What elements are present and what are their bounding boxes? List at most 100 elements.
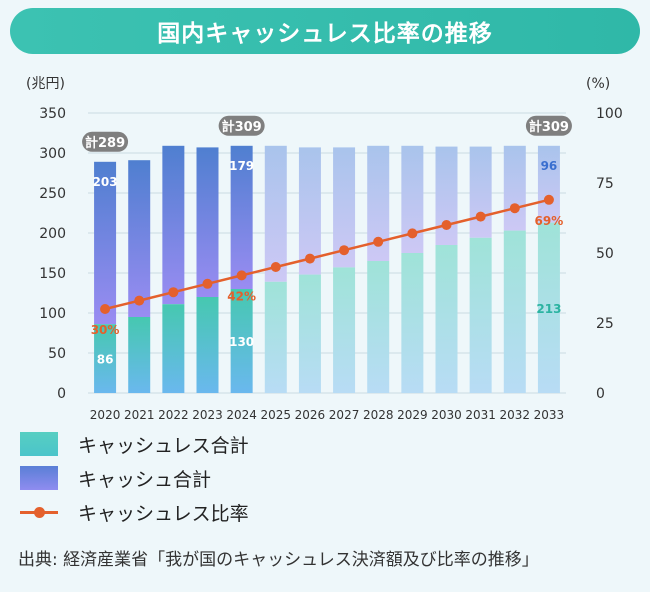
stacked-bar-line-chart: (兆円) (%) 0 50 100 150 200 250 300 350 0 25 50 75 100 20… (26, 76, 623, 422)
ratio-point-2026 (304, 253, 315, 264)
ratio-point-2023 (202, 278, 213, 289)
right-tick-label: 0 (596, 386, 605, 402)
label-cashless-2020: 86 (97, 353, 114, 367)
x-tick-label: 2021 (124, 408, 155, 422)
bar-cash-2027 (333, 147, 356, 268)
bar-cashless-2033 (537, 222, 560, 393)
total-label-2020: 計289 (85, 135, 125, 151)
ratio-point-2021 (134, 295, 145, 306)
x-tick-label: 2029 (397, 408, 428, 422)
bar-cash-2023 (196, 147, 219, 297)
total-callout-2033 (525, 115, 572, 136)
left-tick-label: 300 (39, 146, 66, 162)
label-cashless-2033: 213 (536, 302, 561, 316)
total-callout-2020 (82, 131, 129, 152)
total-label-2033: 計309 (529, 119, 569, 135)
legend: キャッシュレス合計 キャッシュ合計 キャッシュレス比率 (20, 427, 249, 529)
label-ratio-2033: 69% (535, 214, 564, 228)
bar-cashless-2023 (196, 297, 219, 393)
ratio-point-2030 (441, 220, 452, 230)
bar-cash-2020 (94, 161, 117, 325)
label-cashless-2024: 130 (229, 335, 254, 349)
left-tick-label: 50 (48, 346, 66, 362)
ratio-point-2025 (270, 262, 281, 272)
x-tick-label: 2020 (90, 408, 121, 422)
x-tick-label: 2033 (534, 408, 565, 422)
bar-cash-2021 (128, 160, 151, 317)
bar-cashless-2028 (367, 261, 390, 393)
left-tick-label: 150 (39, 266, 66, 282)
label-cash-2024: 179 (229, 159, 254, 173)
legend-item-ratio: キャッシュレス比率 (20, 495, 249, 529)
x-tick-label: 2023 (192, 408, 223, 422)
cash-swatch (20, 466, 58, 490)
ratio-point-2020 (100, 304, 111, 314)
ratio-point-2029 (407, 228, 418, 239)
x-tick-label: 2032 (500, 408, 531, 422)
bar-cashless-2030 (435, 245, 458, 393)
right-tick-label: 75 (596, 176, 614, 192)
right-axis-unit: (%) (586, 76, 610, 92)
bar-cash-2022 (162, 145, 185, 305)
label-ratio-2024: 42% (227, 289, 256, 303)
left-tick-label: 100 (39, 306, 66, 322)
ratio-line (104, 198, 550, 311)
x-tick-label: 2030 (431, 408, 462, 422)
chart-title: 国内キャッシュレス比率の推移 (10, 8, 640, 54)
bar-cash-2024 (230, 145, 253, 289)
x-tick-label: 2028 (363, 408, 394, 422)
legend-label-ratio: キャッシュレス比率 (78, 502, 249, 525)
label-cash-2020: 203 (93, 175, 118, 189)
left-tick-label: 350 (39, 106, 66, 122)
ratio-point-2028 (373, 236, 384, 247)
left-tick-label: 0 (57, 386, 66, 402)
bar-cashless-2026 (298, 274, 321, 393)
bar-cash-2031 (469, 146, 492, 238)
legend-label-cash: キャッシュ合計 (78, 468, 212, 491)
ratio-point-2032 (509, 203, 520, 214)
left-axis-unit: (兆円) (26, 76, 65, 92)
bar-cash-2026 (298, 147, 321, 275)
bar-cash-2030 (435, 146, 458, 245)
x-tick-label: 2022 (158, 408, 189, 422)
right-tick-label: 50 (596, 246, 614, 262)
ratio-point-2027 (339, 245, 350, 256)
source-note: 出典: 経済産業省「我が国のキャッシュレス決済額及び比率の推移」 (18, 550, 539, 570)
bar-cashless-2029 (401, 253, 424, 393)
bar-cashless-2027 (333, 267, 356, 393)
legend-item-cashless: キャッシュレス合計 (20, 427, 249, 461)
bar-cashless-2025 (264, 281, 287, 393)
bar-cashless-2024 (230, 289, 253, 393)
bar-cash-2029 (401, 145, 424, 253)
total-callout-2024 (218, 115, 265, 136)
legend-label-cashless: キャッシュレス合計 (78, 434, 249, 457)
bar-cashless-2031 (469, 237, 492, 393)
total-label-2024: 計309 (222, 119, 262, 135)
bar-cash-2032 (503, 145, 526, 231)
left-tick-label: 250 (39, 186, 66, 202)
bar-cashless-2022 (162, 304, 185, 393)
bar-cash-2028 (367, 145, 390, 261)
x-tick-label: 2024 (226, 408, 257, 422)
label-ratio-2020: 30% (91, 323, 120, 337)
right-tick-label: 25 (596, 316, 614, 332)
x-tick-label: 2027 (329, 408, 360, 422)
bar-cashless-2032 (503, 230, 526, 393)
ratio-point-2033 (543, 194, 554, 205)
legend-item-cash: キャッシュ合計 (20, 461, 249, 495)
ratio-point-2024 (236, 270, 247, 281)
x-tick-label: 2026 (295, 408, 326, 422)
ratio-line-swatch (20, 500, 58, 524)
bar-cash-2025 (264, 145, 287, 282)
left-tick-label: 200 (39, 226, 66, 242)
bar-cash-2033 (537, 145, 560, 223)
cashless-swatch (20, 432, 58, 456)
right-tick-label: 100 (596, 106, 623, 122)
bar-cashless-2020 (94, 324, 117, 393)
x-tick-label: 2025 (261, 408, 292, 422)
x-tick-label: 2031 (465, 408, 496, 422)
ratio-point-2022 (168, 287, 179, 298)
bar-cashless-2021 (128, 317, 151, 393)
ratio-point-2031 (475, 211, 486, 222)
label-cash-2033: 96 (541, 159, 558, 173)
